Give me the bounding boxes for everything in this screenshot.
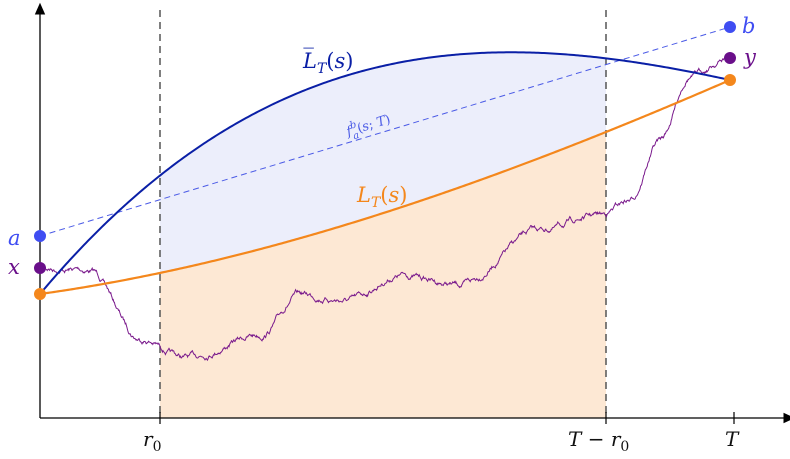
upper-curve (39, 51, 731, 295)
point-a-icon (34, 230, 46, 242)
tick-label-t: T (725, 427, 740, 451)
label-a: a (8, 226, 21, 250)
random-path (39, 55, 730, 362)
label-x: x (8, 255, 20, 279)
point-y-icon (724, 52, 736, 64)
lower-region-fill (160, 131, 606, 419)
dashed-line-a-b (39, 26, 731, 237)
upper-region-fill (160, 52, 606, 273)
dashed-line-label: fab(s; T) (343, 109, 394, 144)
upper-curve-label: L̅T(s) (302, 48, 353, 77)
lower-curve (39, 78, 731, 296)
point-x-icon (34, 262, 46, 274)
label-b: b (742, 14, 755, 38)
lower-curve-label: LT(s) (356, 183, 407, 211)
endpoint-right-icon (724, 74, 736, 86)
endpoint-left-icon (34, 288, 46, 300)
tick-label-r0: r0 (143, 427, 161, 455)
tick-label-t-minus-r0: T − r0 (568, 427, 629, 455)
label-y: y (743, 45, 757, 69)
point-b-icon (724, 21, 736, 33)
